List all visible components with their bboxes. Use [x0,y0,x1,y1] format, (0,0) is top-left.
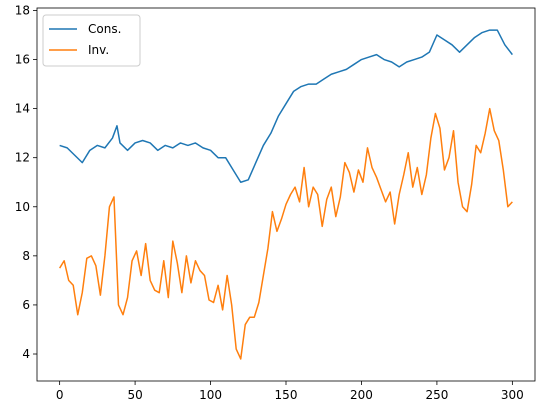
plot-frame [36,7,536,382]
series-line-inv [59,107,513,360]
legend-label-inv: Inv. [88,43,109,57]
x-tick-label: 300 [501,388,524,402]
y-tick-label: 16 [15,53,30,67]
x-tick-label: 150 [275,388,298,402]
y-axis: 4 6 8 10 12 14 16 18 [15,3,37,361]
x-axis: 0 50 100 150 200 250 300 [56,381,524,402]
y-tick-label: 4 [22,347,30,361]
y-tick-label: 6 [22,298,30,312]
legend-box [42,14,141,67]
y-tick-label: 18 [15,3,30,17]
legend-label-cons: Cons. [88,22,121,36]
plot-area [37,8,535,381]
legend: Cons. Inv. [42,14,141,67]
series-layer [59,29,513,360]
x-tick-label: 50 [127,388,142,402]
x-tick-label: 100 [199,388,222,402]
series-line-cons [59,29,513,183]
x-tick-label: 0 [56,388,64,402]
x-tick-label: 250 [425,388,448,402]
y-tick-label: 12 [15,151,30,165]
y-tick-label: 8 [22,249,30,263]
y-tick-label: 10 [15,200,30,214]
x-tick-label: 200 [350,388,373,402]
y-tick-label: 14 [15,102,30,116]
